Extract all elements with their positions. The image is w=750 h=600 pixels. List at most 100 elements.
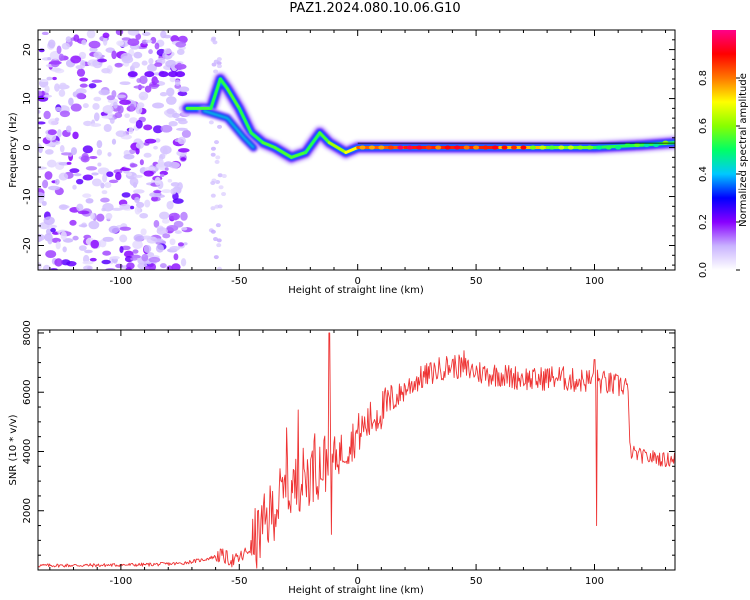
- noise-blob: [45, 149, 54, 155]
- ridge-point: [463, 145, 470, 150]
- noise-blob: [52, 76, 57, 81]
- ridge-point: [510, 145, 517, 150]
- noise-blob: [169, 246, 181, 251]
- noise-blob: [86, 30, 96, 39]
- noise-blob: [102, 250, 112, 256]
- noise-blob: [82, 174, 94, 181]
- noise-blob: [66, 161, 72, 165]
- noise-blob: [176, 48, 185, 56]
- noise-blob: [135, 201, 145, 209]
- noise-blob: [127, 38, 140, 47]
- noise-blob: [59, 110, 71, 118]
- noise-blob: [143, 265, 152, 270]
- top-y-axis-label: Frequency (Hz): [8, 112, 19, 188]
- noise-blob: [215, 155, 221, 160]
- noise-blob: [144, 71, 155, 78]
- noise-blob: [121, 192, 131, 198]
- noise-blob: [72, 184, 77, 190]
- noise-blob: [107, 152, 112, 157]
- noise-blob: [44, 85, 50, 94]
- noise-blob: [151, 196, 158, 202]
- noise-blob: [144, 85, 152, 93]
- noise-blob: [135, 119, 143, 129]
- noise-blob: [127, 30, 140, 36]
- noise-blob: [217, 173, 223, 178]
- x-tick-label: -50: [231, 576, 247, 587]
- noise-blob: [153, 238, 164, 243]
- noise-blob: [91, 172, 99, 176]
- noise-blob: [161, 189, 172, 194]
- noise-blob: [155, 244, 164, 253]
- noise-blob: [102, 32, 110, 39]
- noise-blob: [141, 253, 149, 262]
- noise-blob: [88, 220, 100, 230]
- ridge-point: [492, 145, 499, 150]
- noise-blob: [181, 227, 188, 231]
- noise-blob: [109, 116, 115, 124]
- noise-blob: [169, 238, 176, 246]
- noise-blob: [105, 267, 116, 270]
- noise-blob: [208, 120, 214, 125]
- noise-blob: [56, 45, 62, 55]
- noise-blob: [144, 199, 151, 208]
- noise-blob: [38, 121, 46, 125]
- noise-blob: [93, 112, 100, 122]
- noise-blob: [93, 51, 103, 59]
- noise-blob: [104, 182, 112, 189]
- noise-blob: [155, 138, 161, 143]
- x-tick-label: -100: [110, 576, 133, 587]
- noise-blob: [117, 105, 124, 114]
- noise-blob: [134, 196, 140, 204]
- noise-blob: [130, 205, 135, 210]
- noise-blob: [98, 89, 110, 96]
- noise-blob: [172, 112, 180, 119]
- noise-blob: [157, 158, 164, 168]
- noise-blob: [41, 200, 47, 206]
- noise-blob: [175, 71, 186, 78]
- noise-blob: [79, 83, 88, 88]
- noise-blob: [96, 140, 103, 149]
- noise-blob: [162, 233, 171, 239]
- noise-blob: [119, 226, 132, 231]
- figure-title: PAZ1.2024.080.10.06.G10: [289, 1, 461, 16]
- noise-blob: [139, 75, 148, 85]
- x-tick-label: 0: [354, 576, 360, 587]
- noise-blob: [58, 53, 65, 62]
- noise-blob: [132, 249, 139, 254]
- y-tick-label: 20: [22, 43, 33, 56]
- noise-blob: [168, 212, 181, 221]
- noise-blob: [90, 239, 100, 249]
- noise-blob: [77, 210, 90, 215]
- noise-blob: [129, 177, 139, 187]
- noise-blob: [60, 231, 67, 241]
- ridge-point: [368, 145, 375, 150]
- noise-blob: [153, 125, 163, 134]
- noise-blob: [156, 227, 168, 235]
- noise-blob: [133, 174, 143, 178]
- noise-blob: [54, 258, 63, 267]
- noise-blob: [58, 172, 69, 181]
- noise-blob: [102, 36, 108, 46]
- noise-blob: [144, 138, 157, 144]
- noise-blob: [145, 39, 153, 43]
- noise-blob: [124, 256, 134, 263]
- noise-blob: [99, 239, 107, 248]
- noise-blob: [134, 206, 141, 215]
- noise-blob: [171, 263, 181, 270]
- ridge-point: [416, 145, 423, 150]
- noise-blob: [111, 50, 117, 60]
- noise-blob: [70, 147, 78, 156]
- noise-blob: [50, 67, 62, 72]
- noise-blob: [61, 259, 71, 266]
- noise-blob: [83, 265, 93, 270]
- noise-blob: [38, 166, 47, 170]
- noise-blob: [141, 60, 148, 66]
- x-tick-label: -100: [110, 276, 133, 287]
- noise-blob: [125, 267, 132, 270]
- noise-blob: [85, 166, 98, 171]
- noise-blob: [92, 103, 100, 110]
- noise-blob: [119, 203, 131, 210]
- noise-blob: [148, 58, 154, 65]
- noise-blob: [69, 168, 80, 174]
- ridge-point: [397, 145, 404, 150]
